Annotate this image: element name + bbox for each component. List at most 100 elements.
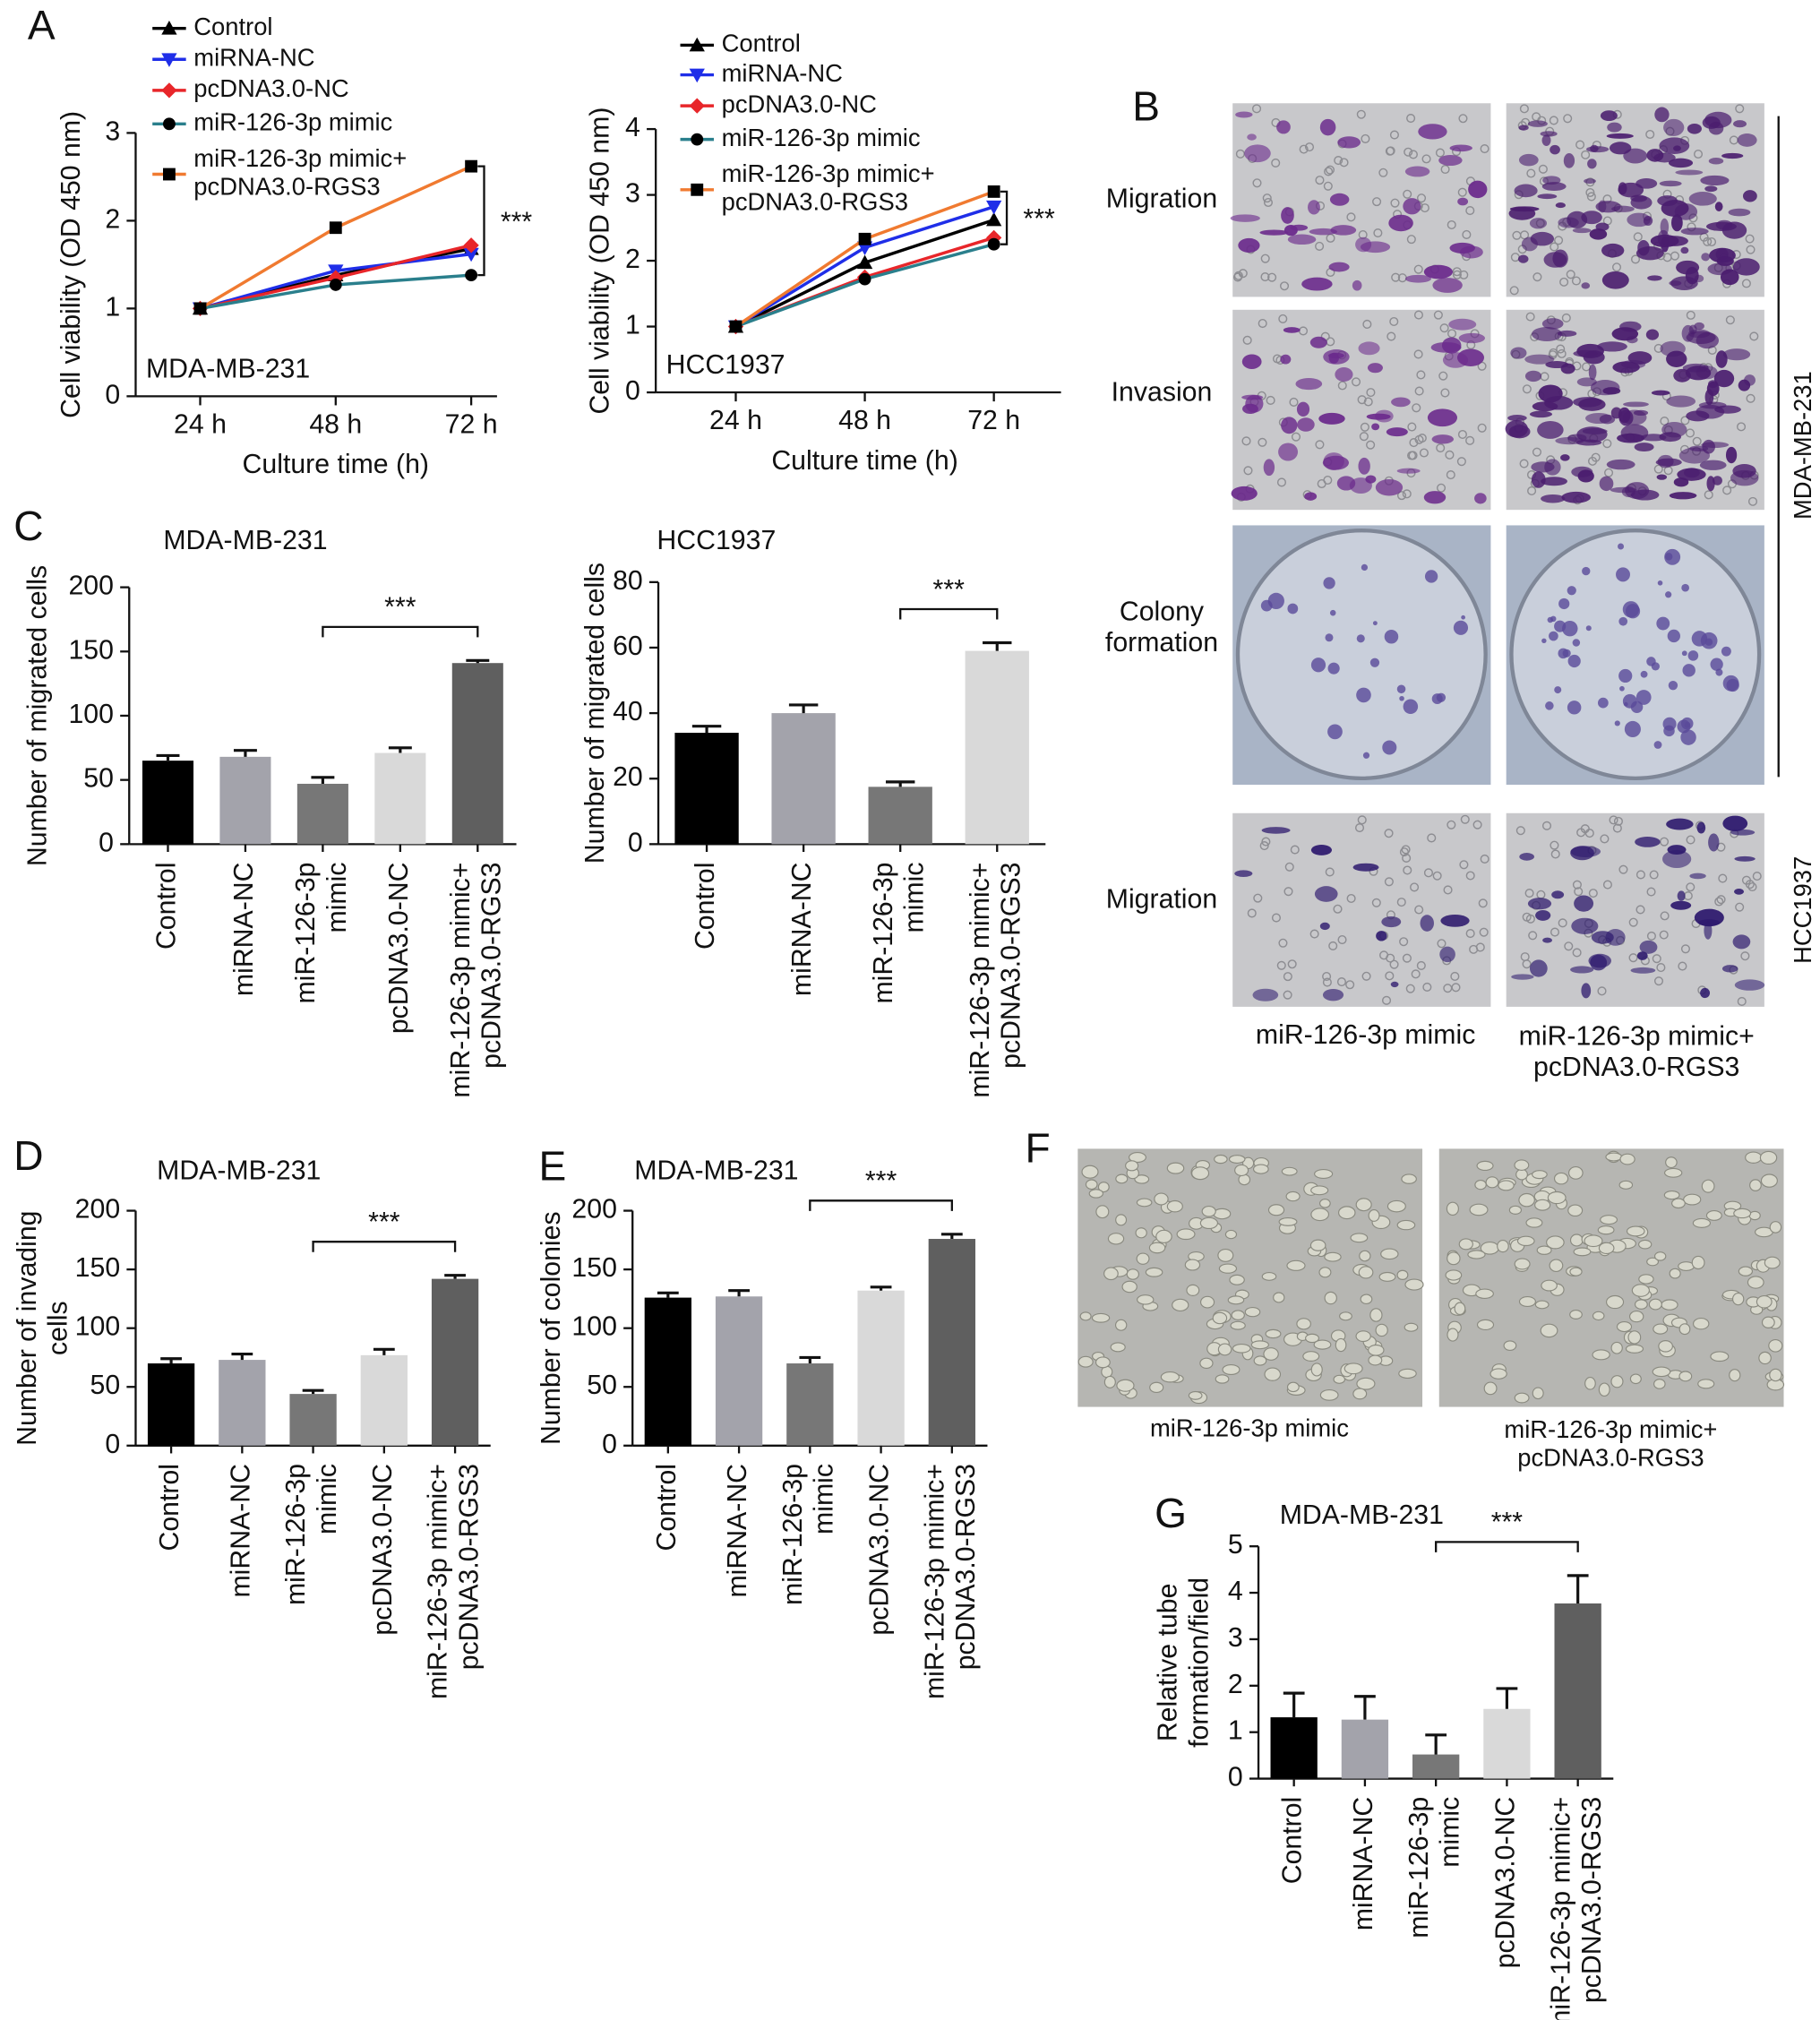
cell xyxy=(1107,1233,1125,1245)
colony xyxy=(1453,620,1469,635)
error-bar xyxy=(1567,1574,1589,1603)
cell xyxy=(1273,1292,1285,1303)
x-tick-label: 72 h xyxy=(967,406,1020,435)
stained-cell xyxy=(1581,282,1591,289)
pore xyxy=(1564,941,1574,951)
cell xyxy=(1232,1343,1251,1354)
stained-cell xyxy=(1358,457,1370,475)
cell xyxy=(1121,1280,1138,1294)
pore xyxy=(1381,995,1392,1005)
cell xyxy=(1324,1291,1337,1305)
y-tick-label: 0 xyxy=(105,1430,120,1459)
stained-cell xyxy=(1655,458,1682,467)
pore xyxy=(1299,144,1309,154)
cell xyxy=(1446,1201,1459,1216)
marker xyxy=(729,320,743,333)
y-tick-label: 100 xyxy=(75,1312,120,1342)
bar xyxy=(1412,1754,1460,1779)
pore xyxy=(1396,898,1406,907)
pore xyxy=(1465,929,1475,939)
panel-label: F xyxy=(1026,1124,1051,1171)
pore xyxy=(1334,156,1344,166)
pore xyxy=(1457,187,1467,197)
colony xyxy=(1664,553,1673,561)
cell xyxy=(1454,1302,1466,1315)
stained-cell xyxy=(1404,166,1430,177)
pore xyxy=(1414,386,1424,396)
row-label: Colony formation xyxy=(1105,597,1218,658)
pore xyxy=(1409,438,1419,448)
cell xyxy=(1646,1257,1660,1267)
cell xyxy=(1148,1242,1166,1254)
x-tick-label: miR-126-3pmimic xyxy=(1404,1797,1465,1938)
pore xyxy=(1659,930,1669,940)
colony xyxy=(1640,670,1648,678)
pore xyxy=(1725,315,1735,325)
pore xyxy=(1480,854,1489,864)
error-bar xyxy=(373,1347,395,1355)
y-tick-label: 0 xyxy=(628,828,643,857)
colony xyxy=(1687,650,1699,661)
cell xyxy=(1747,1276,1764,1289)
significance-bracket xyxy=(1000,190,1009,245)
stained-cell xyxy=(1701,442,1730,448)
y-tick-label: 0 xyxy=(105,380,120,409)
pore xyxy=(1456,457,1466,467)
marker xyxy=(858,232,871,245)
stained-cell xyxy=(1263,459,1275,477)
pore xyxy=(1550,849,1560,859)
stained-cell xyxy=(1296,401,1310,417)
stained-cell xyxy=(1660,218,1670,236)
pore xyxy=(1532,272,1542,282)
x-tick-label: Control xyxy=(151,863,181,950)
pore xyxy=(1385,971,1395,981)
pore xyxy=(1735,104,1745,114)
pore xyxy=(1247,908,1257,918)
colony xyxy=(1710,658,1723,671)
stained-cell xyxy=(1319,118,1336,136)
y-tick-label: 4 xyxy=(1228,1577,1243,1606)
pore xyxy=(1259,841,1269,851)
cell xyxy=(1573,1247,1592,1257)
stained-cell xyxy=(1560,363,1575,374)
cell xyxy=(1355,1330,1371,1343)
cell xyxy=(1760,1173,1778,1188)
y-axis-label: Number of invadingcells xyxy=(13,1211,73,1446)
chart-title: MDA-MB-231 xyxy=(1280,1500,1444,1530)
pore xyxy=(1420,203,1429,213)
stained-cell xyxy=(1700,987,1711,999)
bar xyxy=(1554,1603,1601,1779)
stained-cell xyxy=(1742,190,1757,202)
pore xyxy=(1459,860,1469,870)
legend-marker xyxy=(689,37,705,52)
stained-cell xyxy=(1688,192,1717,206)
pore xyxy=(1258,437,1267,447)
micrograph xyxy=(1232,812,1491,1007)
cell xyxy=(1592,1349,1610,1361)
cell xyxy=(1234,1164,1249,1177)
stained-cell xyxy=(1630,195,1653,210)
cell xyxy=(1514,1159,1530,1171)
colony xyxy=(1550,615,1557,623)
stained-cell xyxy=(1474,493,1487,504)
pore xyxy=(1386,146,1395,156)
stained-cell xyxy=(1675,169,1704,176)
stained-cell xyxy=(1322,988,1344,1001)
cell xyxy=(1476,1319,1495,1331)
cell xyxy=(1126,1268,1140,1280)
stained-cell xyxy=(1722,815,1748,831)
colony xyxy=(1424,570,1438,583)
stained-cell xyxy=(1396,468,1421,474)
pore xyxy=(1357,395,1367,405)
y-tick-label: 4 xyxy=(625,113,640,142)
bar xyxy=(374,752,426,845)
cell xyxy=(1302,1351,1320,1362)
pore xyxy=(1556,344,1566,354)
pore xyxy=(1402,489,1412,499)
pore xyxy=(1457,429,1467,440)
pore xyxy=(1479,927,1489,937)
cell xyxy=(1610,1341,1623,1354)
cell xyxy=(1224,1229,1238,1240)
cell xyxy=(1267,1204,1285,1216)
